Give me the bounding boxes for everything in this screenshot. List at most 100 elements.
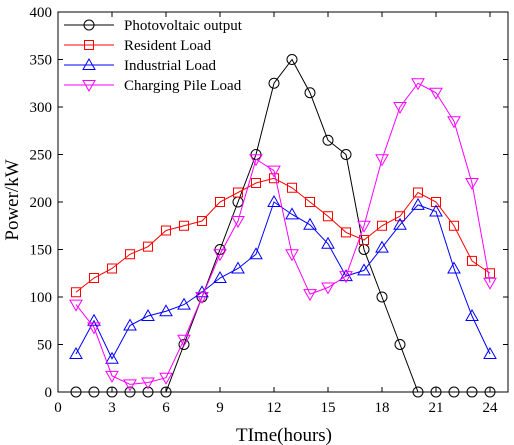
y-axis-ticks: 0 50 100 150 200 250 300 350 400 xyxy=(30,5,508,401)
x-tick-label: 18 xyxy=(375,400,390,416)
data-point xyxy=(213,270,227,283)
y-tick-label: 150 xyxy=(30,243,53,259)
data-point xyxy=(465,178,479,191)
data-point xyxy=(430,386,442,398)
data-point xyxy=(395,211,405,222)
data-point xyxy=(376,291,388,303)
legend-label: Charging Pile Load xyxy=(124,78,242,94)
data-point xyxy=(411,78,425,91)
y-axis-title: Power/kW xyxy=(2,159,23,240)
data-point xyxy=(160,386,172,398)
y-tick-label: 100 xyxy=(30,290,53,306)
series-line xyxy=(76,58,490,393)
data-point xyxy=(321,282,335,295)
legend-marker xyxy=(82,57,96,70)
legend-marker xyxy=(84,40,94,50)
data-point xyxy=(447,261,461,274)
data-point xyxy=(105,370,119,383)
data-point xyxy=(375,154,389,167)
data-point xyxy=(322,134,334,146)
data-point xyxy=(377,220,387,231)
x-tick-label: 6 xyxy=(162,400,170,416)
data-point xyxy=(231,216,245,229)
legend-label: Photovoltaic output xyxy=(124,18,243,34)
data-point xyxy=(339,271,353,284)
data-point xyxy=(142,386,154,398)
data-point xyxy=(179,220,189,231)
y-tick-label: 300 xyxy=(30,100,53,116)
y-tick-label: 250 xyxy=(30,148,53,164)
data-point xyxy=(287,182,297,193)
data-point xyxy=(465,308,479,321)
data-point xyxy=(357,263,371,276)
data-point xyxy=(195,292,209,305)
data-point xyxy=(267,194,281,207)
data-point xyxy=(71,287,81,298)
data-point xyxy=(177,334,191,347)
y-tick-label: 50 xyxy=(37,338,52,354)
data-point xyxy=(305,197,315,207)
data-point xyxy=(429,204,443,217)
legend-entry: Charging Pile Load xyxy=(64,78,242,94)
data-point xyxy=(394,339,406,350)
y-tick-label: 400 xyxy=(30,5,53,21)
data-point xyxy=(159,372,173,385)
series-1 xyxy=(71,173,495,298)
data-point xyxy=(249,247,263,260)
x-tick-label: 9 xyxy=(216,400,224,416)
data-point xyxy=(285,207,299,220)
x-tick-label: 21 xyxy=(429,400,444,416)
data-point xyxy=(106,386,118,398)
data-point xyxy=(161,225,171,236)
data-point xyxy=(393,217,407,230)
data-point xyxy=(375,240,389,253)
series-2 xyxy=(69,194,497,364)
legend-entry: Industrial Load xyxy=(64,57,217,74)
data-point xyxy=(341,227,351,238)
data-point xyxy=(213,249,227,262)
data-point xyxy=(159,304,173,317)
data-point xyxy=(215,197,225,207)
data-point xyxy=(413,187,423,198)
data-point xyxy=(123,318,137,331)
legend-entry: Resident Load xyxy=(64,38,212,54)
data-point xyxy=(70,386,82,398)
data-point xyxy=(231,261,245,274)
x-axis-ticks: 0 3 6 9 12 15 18 21 24 xyxy=(54,12,498,416)
data-point xyxy=(197,216,207,226)
series-3 xyxy=(69,78,497,392)
data-point xyxy=(357,220,371,233)
x-tick-label: 12 xyxy=(267,400,282,416)
data-point xyxy=(251,178,261,188)
data-point xyxy=(89,273,99,283)
x-tick-label: 3 xyxy=(108,400,116,416)
data-point xyxy=(466,386,478,398)
data-point xyxy=(69,346,83,359)
data-point xyxy=(286,54,298,65)
legend-entry: Photovoltaic output xyxy=(64,18,243,34)
data-point xyxy=(105,351,119,364)
data-point xyxy=(411,197,425,210)
series-line xyxy=(75,177,491,293)
legend-label: Industrial Load xyxy=(124,58,217,74)
data-point xyxy=(483,277,497,290)
data-point xyxy=(323,211,333,222)
data-point xyxy=(69,299,83,312)
data-point xyxy=(125,249,135,260)
data-point xyxy=(143,241,153,252)
y-tick-label: 350 xyxy=(30,53,53,69)
data-point xyxy=(304,87,316,99)
x-tick-label: 0 xyxy=(54,400,62,416)
data-point xyxy=(303,289,317,302)
legend-label: Resident Load xyxy=(124,38,212,54)
x-axis-title: TIme(hours) xyxy=(236,425,332,445)
legend: Photovoltaic output Resident Load Industri… xyxy=(64,18,243,94)
data-point xyxy=(177,297,191,310)
data-point xyxy=(267,165,281,178)
series-line xyxy=(75,201,491,360)
data-point xyxy=(269,173,279,184)
y-tick-label: 200 xyxy=(30,195,53,211)
data-point xyxy=(141,308,155,321)
